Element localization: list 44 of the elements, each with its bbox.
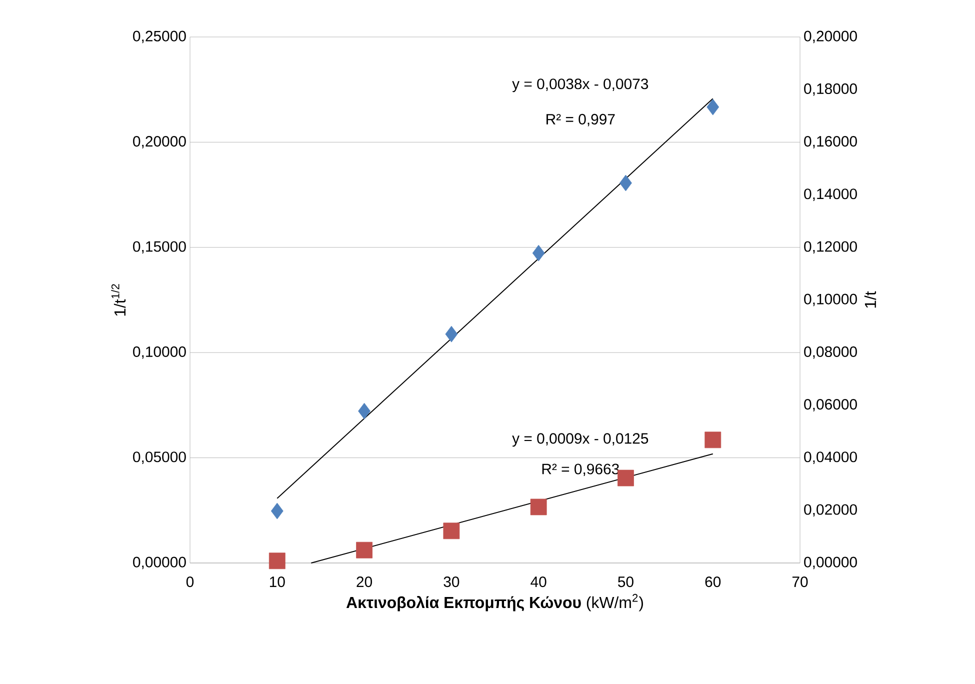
y2-tick-label: 0,16000: [804, 136, 857, 148]
y2-axis-title: 1/t: [864, 291, 876, 308]
y-tick-label: 0,05000: [133, 452, 186, 464]
point: [704, 432, 722, 448]
point: [268, 552, 286, 570]
x-tick-label: 0: [186, 576, 194, 588]
point: [706, 98, 720, 116]
point: [358, 402, 370, 420]
y2-tick-label: 0,02000: [804, 504, 857, 517]
annotation: y = 0,0038x - 0,0073: [512, 78, 648, 92]
point: [443, 522, 460, 540]
annotation: R² = 0,9663: [542, 464, 619, 476]
point: [530, 498, 547, 516]
y-tick-label: 0,10000: [133, 346, 186, 359]
x-tick-label: 20: [356, 576, 372, 588]
y2-tick-label: 0,14000: [804, 188, 857, 201]
y-tick-label: 0,15000: [133, 241, 186, 254]
y2-tick-label: 0,00000: [804, 556, 857, 570]
y2-tick-label: 0,06000: [804, 399, 857, 412]
x-tick-label: 10: [270, 576, 285, 588]
x-tick-label: 50: [618, 576, 634, 588]
x-tick-label: 30: [444, 576, 460, 588]
y2-tick-label: 0,10000: [804, 294, 857, 306]
x-tick-label: 60: [705, 576, 721, 588]
point: [356, 542, 372, 558]
point: [618, 470, 634, 486]
x-axis-title: Ακτινοβολία Εκπομπής Κώνου (kW/m$^{2}$): [346, 594, 643, 612]
point: [532, 244, 545, 262]
y2-tick-label: 0,08000: [804, 346, 857, 359]
y2-tick-label: 0,18000: [804, 83, 857, 96]
y-tick-label: 0,20000: [133, 136, 186, 148]
y2-tick-label: 0,04000: [804, 452, 857, 464]
x-tick-label: 70: [792, 576, 808, 588]
y2-tick-label: 0,20000: [804, 30, 857, 44]
x-tick-label: 40: [530, 576, 546, 588]
y-axis-title: 1/t$^{1/2}$: [111, 284, 126, 316]
y-tick-label: 0,25000: [133, 30, 186, 44]
point: [445, 326, 458, 342]
annotation: R² = 0,997: [546, 114, 615, 126]
point: [270, 502, 284, 520]
y2-tick-label: 0,12000: [804, 241, 857, 254]
annotation: y = 0,0009x - 0,0125: [512, 433, 648, 447]
y-tick-label: 0,00000: [133, 556, 186, 570]
point: [620, 174, 632, 192]
